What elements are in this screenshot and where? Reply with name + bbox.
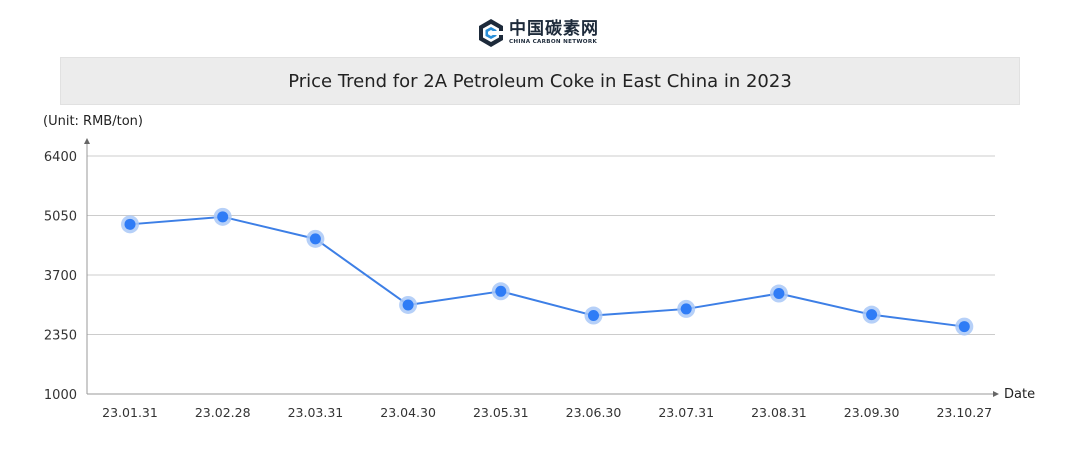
y-tick-label: 6400	[44, 150, 77, 165]
x-tick-label: 23.02.28	[195, 405, 251, 420]
y-tick-label: 5050	[44, 210, 77, 225]
y-axis-arrow-icon	[84, 138, 90, 144]
x-tick-label: 23.05.31	[473, 405, 529, 420]
x-tick-label: 23.09.30	[844, 405, 900, 420]
data-point	[680, 303, 692, 315]
x-tick-label: 23.06.30	[566, 405, 622, 420]
data-point	[217, 211, 229, 223]
y-axis-unit-label: (Unit: RMB/ton)	[43, 114, 143, 129]
x-tick-label: 23.08.31	[751, 405, 807, 420]
x-tick-label: 23.01.31	[102, 405, 158, 420]
data-point	[773, 288, 785, 300]
data-point	[866, 309, 878, 321]
logo: 中国碳素网 CHINA CARBON NETWORK	[478, 17, 599, 49]
x-tick-label: 23.07.31	[658, 405, 714, 420]
x-axis-title: Date	[1004, 387, 1035, 402]
data-point	[124, 218, 136, 230]
data-point	[588, 310, 599, 322]
logo-name-cn: 中国碳素网	[509, 19, 599, 39]
logo-name-en: CHINA CARBON NETWORK	[509, 39, 598, 45]
data-point	[495, 285, 507, 297]
data-point	[309, 233, 321, 245]
carbon-network-logo-icon	[479, 19, 504, 47]
x-tick-label: 23.10.27	[936, 405, 992, 420]
y-tick-label: 2350	[44, 329, 77, 344]
data-point	[958, 321, 970, 333]
y-tick-label: 3700	[44, 269, 77, 284]
series-line	[129, 215, 965, 328]
chart-title: Price Trend for 2A Petroleum Coke in Eas…	[288, 70, 792, 92]
x-axis-arrow-icon	[993, 391, 999, 397]
x-tick-label: 23.04.30	[380, 405, 436, 420]
x-tick-label: 23.03.31	[288, 405, 344, 420]
y-tick-label: 1000	[44, 388, 77, 403]
chart-title-bar: Price Trend for 2A Petroleum Coke in Eas…	[60, 57, 1020, 105]
data-point	[402, 299, 414, 311]
